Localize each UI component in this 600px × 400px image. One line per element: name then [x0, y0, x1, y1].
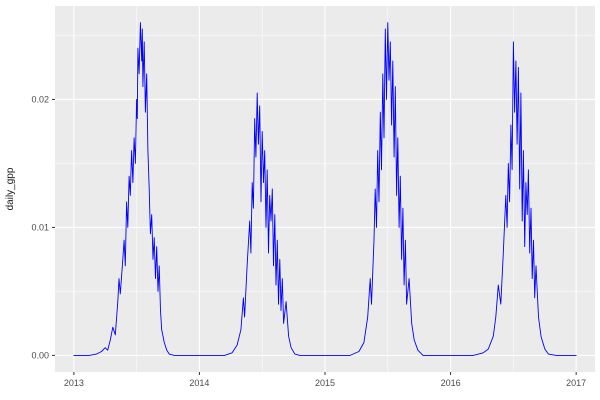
gpp-line-series	[73, 22, 577, 356]
x-tick-label: 2013	[64, 378, 84, 388]
y-tick-label: 0.02	[31, 94, 49, 104]
y-tick-label: 0.00	[31, 350, 49, 360]
x-tick-label: 2017	[566, 378, 586, 388]
x-tick-label: 2016	[441, 378, 461, 388]
y-axis-title: daily_gpp	[5, 167, 16, 210]
x-tick-label: 2014	[189, 378, 209, 388]
x-tick-label: 2015	[315, 378, 335, 388]
y-tick-label: 0.01	[31, 222, 49, 232]
